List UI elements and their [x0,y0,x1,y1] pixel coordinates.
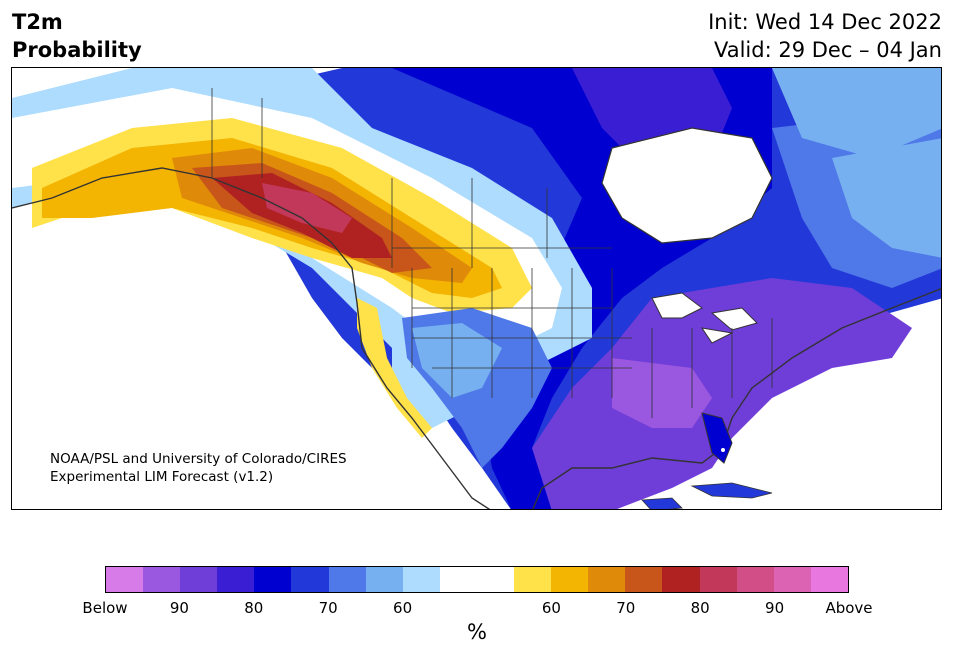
hudson-bay [601,127,773,244]
political-borders [211,88,773,418]
colorbar-cell [217,567,255,592]
colorbar-cell [402,567,440,592]
hispaniola [641,497,683,509]
colorbar-cell [439,567,477,592]
colorbar-cell [514,567,552,592]
colorbar-tick-label: 60 [541,599,561,617]
colorbar-tick-label: 90 [169,599,189,617]
colorbar-cell [699,567,737,592]
colorbar-cell [588,567,626,592]
colorbar [105,566,849,593]
colorbar-tick-label: 70 [616,599,636,617]
colorbar-cell [773,567,811,592]
greenland-light [772,68,941,158]
colorbar-cell [143,567,181,592]
colorbar-cell [476,567,515,592]
forecast-map[interactable]: NOAA/PSL and University of Colorado/CIRE… [11,67,942,510]
cuba [690,482,773,499]
colorbar-cell [365,567,403,592]
cold-field-southwest-light [412,323,502,398]
init-date: Init: Wed 14 Dec 2022 [708,10,942,34]
colorbar-cell [736,567,774,592]
cold-field-southeast [532,278,912,509]
colorbar-cell [810,567,848,592]
colorbar-cell [328,567,366,592]
valid-date: Valid: 29 Dec – 04 Jan [713,38,942,62]
colorbar-cell [106,567,144,592]
cold-field-gulf [612,358,712,428]
colorbar-tick-label: 70 [318,599,338,617]
warm-field-peak [262,183,352,233]
probability-map-svg [12,68,941,509]
map-credit: NOAA/PSL and University of Colorado/CIRE… [50,451,347,485]
colorbar-tick-label: Below [82,599,128,617]
colorbar-cell [254,567,292,592]
colorbar-ticks: Below 90 80 70 60 60 70 80 90 Above [82,599,872,619]
colorbar-tick-label: 80 [244,599,264,617]
warm-field-california [357,298,432,438]
colorbar-tick-label: 90 [765,599,785,617]
colorbar-cell [625,567,663,592]
forecast-dates: Init: Wed 14 Dec 2022 Valid: 29 Dec – 04… [708,8,942,64]
colorbar-tick-label: Above [825,599,873,617]
colorbar-tick-label: 60 [393,599,413,617]
cold-field-labrador-light [832,138,941,258]
colorbar-unit: % [467,620,487,644]
colorbar-cell [180,567,218,592]
florida-marker [721,448,725,452]
great-lakes [651,292,758,344]
chart-title: T2m Probability [12,10,142,62]
colorbar-cell [551,567,589,592]
colorbar-cell [291,567,329,592]
colorbar-tick-label: 80 [690,599,710,617]
colorbar-cell [662,567,700,592]
